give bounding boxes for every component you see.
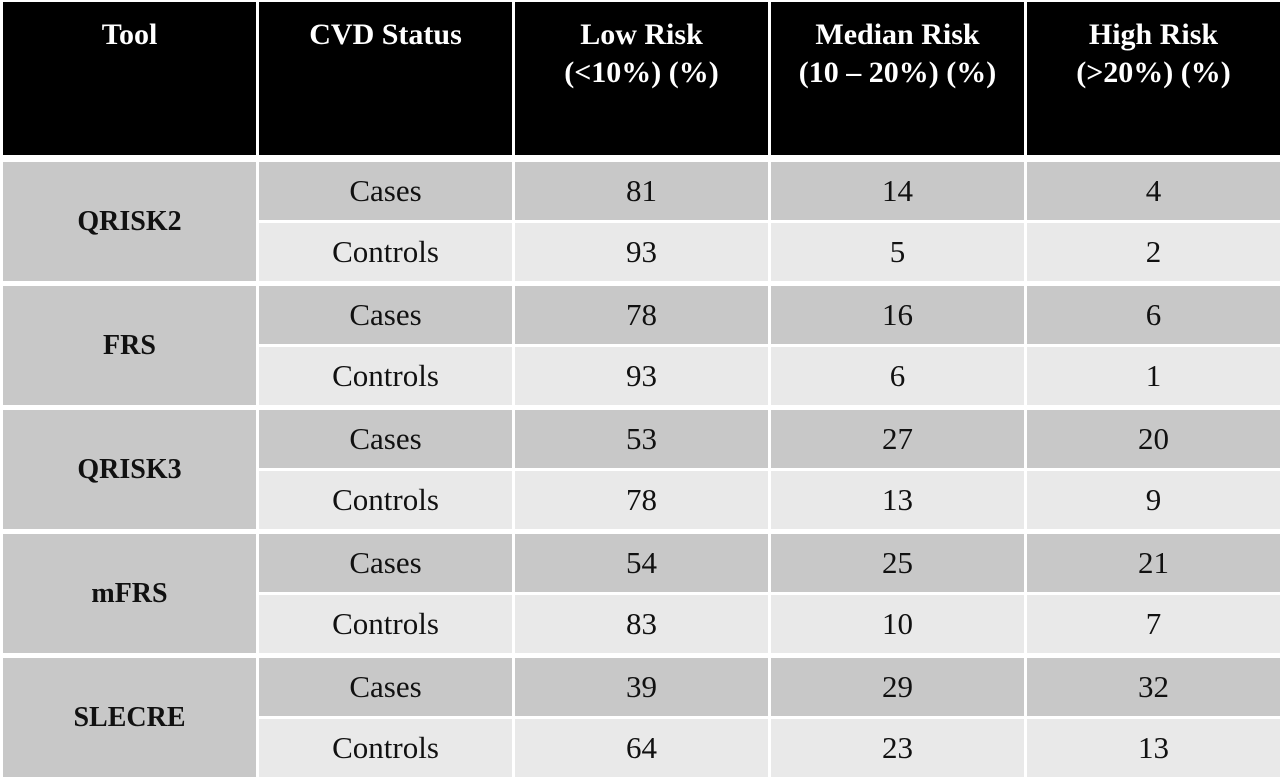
value-cell-low: 93 (514, 222, 770, 284)
value-cell-median: 13 (770, 470, 1026, 532)
value-cell-low: 39 (514, 656, 770, 718)
value-cell-high: 6 (1026, 284, 1280, 346)
value-cell-low: 83 (514, 594, 770, 656)
tool-cell-mfrs: mFRS (2, 532, 258, 656)
table-row: mFRS Cases 54 25 21 (2, 532, 1280, 594)
value-cell-high: 32 (1026, 656, 1280, 718)
table-row: QRISK2 Cases 81 14 4 (2, 159, 1280, 222)
value-cell-high: 4 (1026, 159, 1280, 222)
value-cell-low: 54 (514, 532, 770, 594)
value-cell-high: 2 (1026, 222, 1280, 284)
value-cell-median: 16 (770, 284, 1026, 346)
status-cell: Controls (258, 222, 514, 284)
status-cell: Cases (258, 532, 514, 594)
col-header-high-risk-line1: High Risk (1028, 16, 1279, 54)
value-cell-low: 93 (514, 346, 770, 408)
status-cell: Cases (258, 284, 514, 346)
col-header-high-risk: High Risk (>20%) (%) (1026, 1, 1280, 159)
status-cell: Controls (258, 346, 514, 408)
tool-cell-qrisk2: QRISK2 (2, 159, 258, 284)
value-cell-median: 23 (770, 718, 1026, 779)
table-row: QRISK3 Cases 53 27 20 (2, 408, 1280, 470)
col-header-median-risk-line2: (10 – 20%) (%) (772, 54, 1023, 92)
status-cell: Controls (258, 594, 514, 656)
value-cell-low: 78 (514, 470, 770, 532)
tool-cell-qrisk3: QRISK3 (2, 408, 258, 532)
value-cell-median: 10 (770, 594, 1026, 656)
status-cell: Cases (258, 159, 514, 222)
value-cell-low: 78 (514, 284, 770, 346)
value-cell-low: 64 (514, 718, 770, 779)
value-cell-median: 27 (770, 408, 1026, 470)
value-cell-median: 29 (770, 656, 1026, 718)
status-cell: Controls (258, 718, 514, 779)
col-header-cvd-status-label: CVD Status (260, 16, 511, 54)
tool-cell-frs: FRS (2, 284, 258, 408)
status-cell: Cases (258, 408, 514, 470)
value-cell-high: 1 (1026, 346, 1280, 408)
status-cell: Controls (258, 470, 514, 532)
col-header-cvd-status: CVD Status (258, 1, 514, 159)
value-cell-high: 13 (1026, 718, 1280, 779)
col-header-median-risk-line1: Median Risk (772, 16, 1023, 54)
col-header-tool: Tool (2, 1, 258, 159)
col-header-low-risk: Low Risk (<10%) (%) (514, 1, 770, 159)
value-cell-high: 21 (1026, 532, 1280, 594)
value-cell-median: 5 (770, 222, 1026, 284)
table-row: SLECRE Cases 39 29 32 (2, 656, 1280, 718)
value-cell-high: 9 (1026, 470, 1280, 532)
value-cell-median: 25 (770, 532, 1026, 594)
value-cell-median: 6 (770, 346, 1026, 408)
table-row: FRS Cases 78 16 6 (2, 284, 1280, 346)
col-header-median-risk: Median Risk (10 – 20%) (%) (770, 1, 1026, 159)
col-header-low-risk-line2: (<10%) (%) (516, 54, 767, 92)
col-header-low-risk-line1: Low Risk (516, 16, 767, 54)
tool-cell-slecre: SLECRE (2, 656, 258, 779)
value-cell-high: 20 (1026, 408, 1280, 470)
col-header-high-risk-line2: (>20%) (%) (1028, 54, 1279, 92)
value-cell-low: 81 (514, 159, 770, 222)
header-row: Tool CVD Status Low Risk (<10%) (%) Medi… (2, 1, 1280, 159)
col-header-tool-label: Tool (4, 16, 255, 54)
value-cell-high: 7 (1026, 594, 1280, 656)
status-cell: Cases (258, 656, 514, 718)
value-cell-low: 53 (514, 408, 770, 470)
value-cell-median: 14 (770, 159, 1026, 222)
